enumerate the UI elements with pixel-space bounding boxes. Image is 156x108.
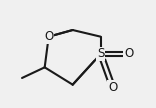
- Text: O: O: [108, 81, 117, 94]
- Text: O: O: [124, 48, 133, 60]
- Text: S: S: [97, 48, 104, 60]
- Text: O: O: [44, 30, 53, 43]
